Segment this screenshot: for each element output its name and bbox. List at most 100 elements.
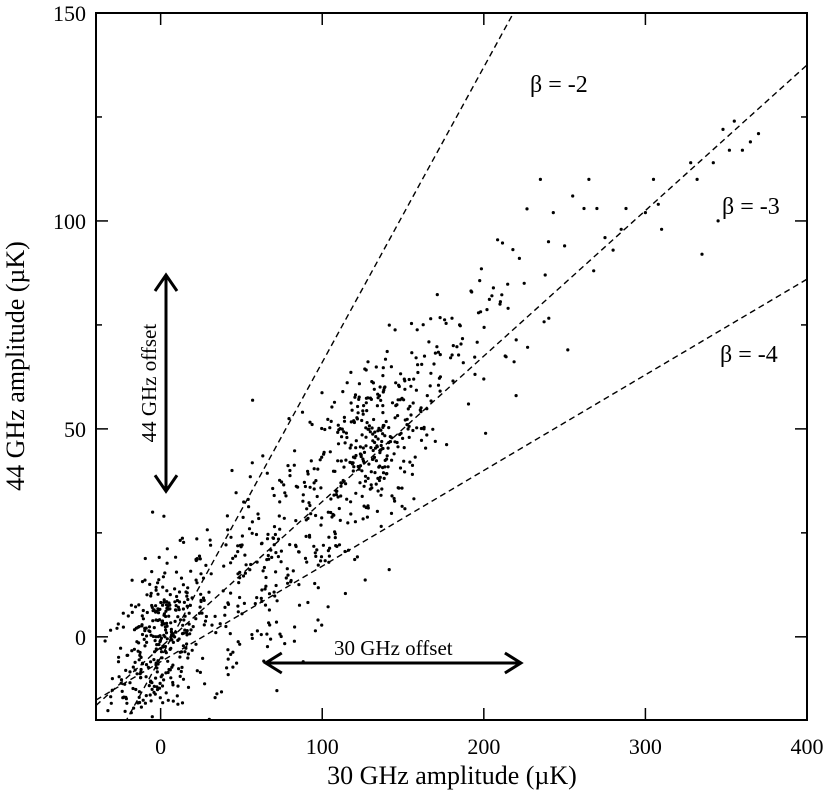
data-point bbox=[470, 290, 474, 294]
data-point bbox=[171, 683, 175, 687]
data-point bbox=[419, 426, 423, 431]
data-point bbox=[419, 406, 423, 410]
data-point bbox=[451, 379, 455, 383]
data-point bbox=[449, 356, 453, 360]
data-point bbox=[155, 670, 159, 674]
data-point bbox=[163, 625, 167, 629]
data-point bbox=[403, 379, 407, 383]
data-point bbox=[316, 563, 320, 567]
data-point bbox=[278, 632, 282, 636]
data-point bbox=[380, 487, 384, 491]
data-point bbox=[155, 685, 159, 689]
data-point bbox=[145, 640, 149, 645]
data-point bbox=[164, 631, 169, 635]
data-point bbox=[368, 430, 372, 434]
data-point bbox=[219, 690, 224, 694]
beta-line bbox=[125, 13, 515, 720]
data-point bbox=[177, 667, 181, 671]
data-point bbox=[296, 485, 300, 489]
data-point bbox=[368, 396, 372, 400]
data-point bbox=[280, 480, 284, 484]
data-point bbox=[132, 647, 136, 651]
data-point bbox=[314, 513, 318, 518]
data-point bbox=[444, 321, 448, 325]
data-point bbox=[354, 453, 358, 458]
data-point bbox=[326, 510, 330, 514]
data-point bbox=[408, 404, 412, 408]
data-point bbox=[385, 472, 389, 476]
data-point bbox=[197, 611, 202, 615]
data-point bbox=[378, 385, 382, 389]
data-point bbox=[139, 667, 143, 672]
beta-line bbox=[96, 278, 807, 701]
data-point bbox=[130, 649, 134, 653]
data-point bbox=[241, 515, 245, 520]
x-tick-label: 400 bbox=[791, 734, 824, 759]
data-point bbox=[140, 632, 145, 637]
data-point bbox=[353, 557, 357, 562]
data-point bbox=[383, 385, 387, 389]
data-point bbox=[435, 293, 439, 297]
data-point bbox=[305, 507, 309, 511]
data-point bbox=[189, 628, 193, 632]
data-point bbox=[321, 543, 325, 547]
data-point bbox=[152, 626, 156, 630]
data-point bbox=[111, 743, 114, 746]
data-point bbox=[229, 561, 233, 565]
data-point bbox=[186, 656, 190, 660]
data-point bbox=[360, 469, 364, 473]
data-point bbox=[331, 469, 336, 473]
data-point bbox=[151, 619, 155, 623]
data-point bbox=[190, 648, 194, 652]
data-point bbox=[225, 666, 229, 670]
data-point bbox=[144, 675, 148, 679]
data-point bbox=[162, 600, 166, 604]
data-point bbox=[238, 543, 242, 548]
data-point bbox=[748, 140, 753, 144]
data-point bbox=[274, 583, 278, 588]
data-point bbox=[236, 550, 240, 554]
data-point bbox=[265, 537, 270, 541]
data-point bbox=[160, 619, 165, 623]
data-point bbox=[379, 428, 383, 432]
data-point bbox=[229, 535, 233, 539]
data-point bbox=[167, 601, 171, 605]
data-point bbox=[126, 653, 130, 657]
data-point bbox=[500, 241, 505, 245]
data-point bbox=[165, 637, 169, 641]
data-point bbox=[372, 387, 376, 391]
data-point bbox=[153, 692, 157, 696]
y-tick-label: 0 bbox=[75, 625, 86, 650]
data-point bbox=[498, 300, 502, 304]
data-point bbox=[173, 600, 177, 604]
data-point bbox=[349, 443, 353, 447]
data-point bbox=[131, 665, 135, 669]
data-point bbox=[333, 536, 337, 540]
data-point bbox=[345, 435, 349, 440]
data-point bbox=[425, 394, 429, 398]
data-point bbox=[346, 521, 350, 525]
data-point bbox=[181, 631, 186, 635]
data-point bbox=[161, 603, 165, 607]
data-point bbox=[429, 317, 433, 321]
data-point bbox=[355, 555, 359, 559]
data-point bbox=[344, 482, 348, 486]
data-point bbox=[231, 665, 235, 669]
data-point bbox=[259, 633, 263, 637]
data-point bbox=[327, 535, 331, 539]
data-point bbox=[490, 294, 494, 298]
data-point bbox=[249, 562, 253, 567]
data-point bbox=[375, 509, 379, 513]
data-point bbox=[312, 544, 316, 548]
data-point bbox=[243, 571, 247, 575]
data-point bbox=[207, 590, 211, 594]
data-point bbox=[181, 677, 186, 681]
data-point bbox=[149, 633, 153, 637]
data-point bbox=[194, 557, 198, 562]
data-point bbox=[732, 119, 736, 123]
data-point bbox=[288, 474, 292, 478]
data-point bbox=[309, 459, 313, 463]
data-point bbox=[250, 461, 254, 465]
data-point bbox=[323, 559, 327, 563]
data-point bbox=[269, 637, 273, 641]
